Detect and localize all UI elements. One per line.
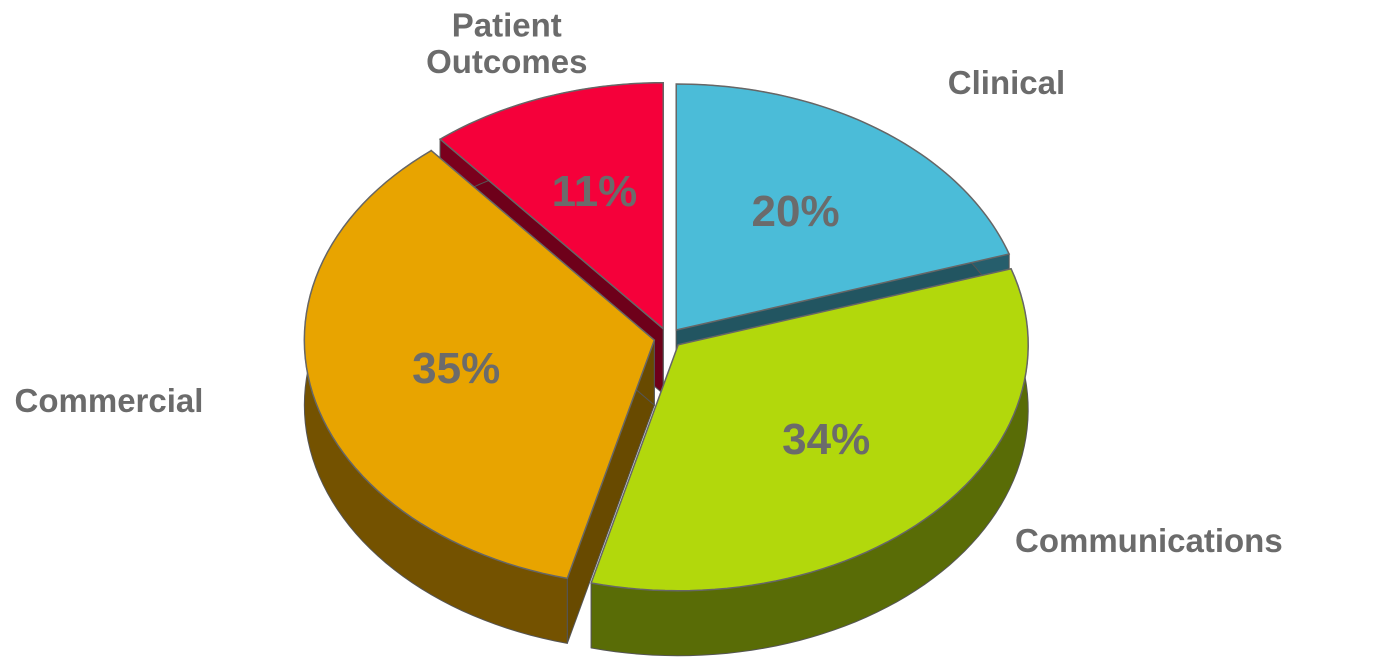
- data-label: 20%: [752, 187, 840, 236]
- slice: [590, 267, 1029, 657]
- category-label: Clinical: [948, 64, 1065, 101]
- data-label: 34%: [782, 415, 870, 464]
- category-label: Patient Outcomes: [426, 6, 587, 79]
- slice-top: [675, 83, 1011, 331]
- category-label: Communications: [1015, 522, 1283, 559]
- category-label-line: Patient: [452, 6, 562, 43]
- slice-top: [590, 267, 1029, 592]
- data-label: 11%: [552, 167, 638, 216]
- slice-top: [438, 81, 665, 331]
- data-label: 35%: [412, 344, 500, 393]
- category-label-line: Outcomes: [426, 42, 587, 79]
- category-label: Commercial: [15, 382, 204, 419]
- slice: [303, 149, 656, 645]
- slice-top: [303, 149, 656, 580]
